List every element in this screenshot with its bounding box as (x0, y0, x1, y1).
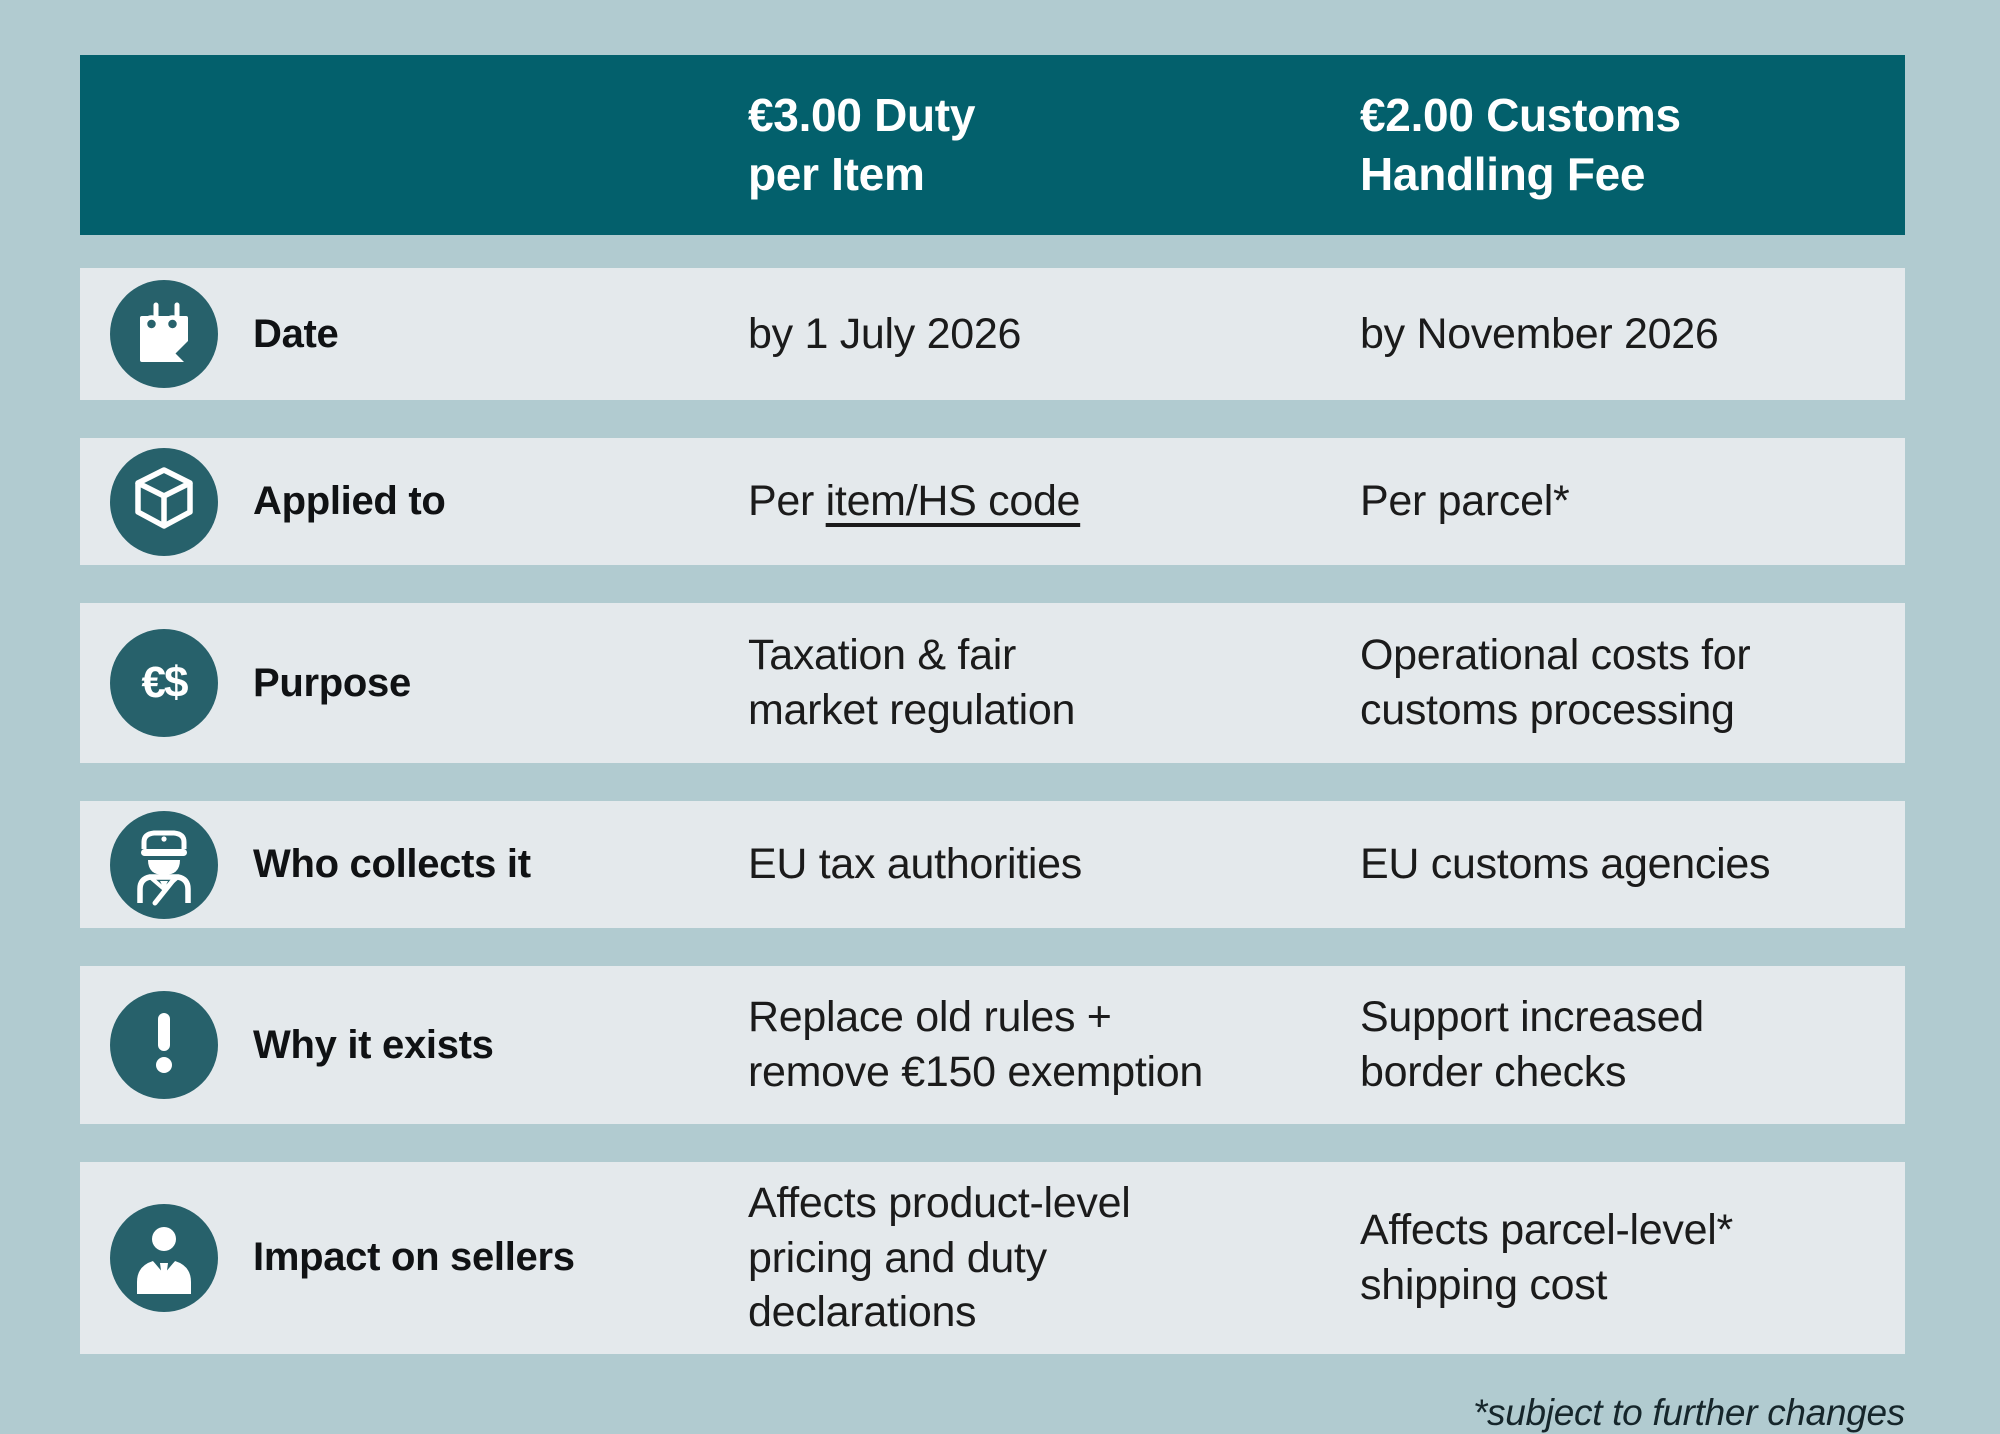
purpose-fee-cell: Operational costs for customs processing (1360, 631, 1751, 734)
table-row-applied-to: Applied to Per item/HS code Per parcel* (80, 438, 1905, 565)
table-header: €3.00 Duty per Item €2.00 Customs Handli… (80, 55, 1905, 235)
seller-icon (110, 1203, 218, 1312)
applied-to-duty-cell: Per item/HS code (748, 477, 1081, 526)
impact-duty-cell: Affects product-level pricing and duty d… (748, 1179, 1131, 1337)
table-row-who-collects: Who collects it EU tax authorities EU cu… (80, 801, 1905, 928)
customs-officer-icon (110, 810, 218, 919)
row-label-why-exists: Why it exists (253, 1022, 494, 1067)
date-fee-cell: by November 2026 (1360, 309, 1719, 358)
calendar-icon (110, 280, 218, 388)
row-label-date: Date (253, 311, 339, 356)
table-row-impact-sellers: Impact on sellers Affects product-level … (80, 1162, 1905, 1354)
euro-dollar-icon: €$ (110, 629, 218, 737)
header-duty-column: €3.00 Duty per Item (748, 89, 976, 200)
package-icon (110, 447, 218, 556)
table-row-date: Date by 1 July 2026 by November 2026 (80, 268, 1905, 400)
row-label-who-collects: Who collects it (253, 842, 531, 886)
purpose-duty-cell: Taxation & fair market regulation (748, 631, 1076, 734)
why-exists-duty-cell: Replace old rules + remove €150 exemptio… (748, 993, 1204, 1096)
impact-fee-cell: Affects parcel-level* shipping cost (1360, 1206, 1733, 1309)
why-exists-fee-cell: Support increased border checks (1360, 993, 1704, 1096)
who-collects-duty-cell: EU tax authorities (748, 840, 1082, 889)
row-label-purpose: Purpose (253, 660, 411, 705)
header-handling-fee-column: €2.00 Customs Handling Fee (1360, 89, 1681, 200)
hs-code-underlined-text: item/HS code (825, 477, 1081, 526)
row-label-impact-sellers: Impact on sellers (253, 1235, 575, 1280)
exclamation-icon (110, 991, 218, 1099)
table-row-why-exists: Why it exists Replace old rules + remove… (80, 966, 1905, 1124)
euro-dollar-glyph: €$ (141, 658, 189, 707)
table-row-purpose: €$ Purpose Taxation & fair market regula… (80, 603, 1905, 763)
applied-to-fee-cell: Per parcel* (1360, 477, 1570, 526)
date-duty-cell: by 1 July 2026 (748, 309, 1022, 358)
who-collects-fee-cell: EU customs agencies (1360, 840, 1771, 889)
row-label-applied-to: Applied to (253, 479, 446, 523)
